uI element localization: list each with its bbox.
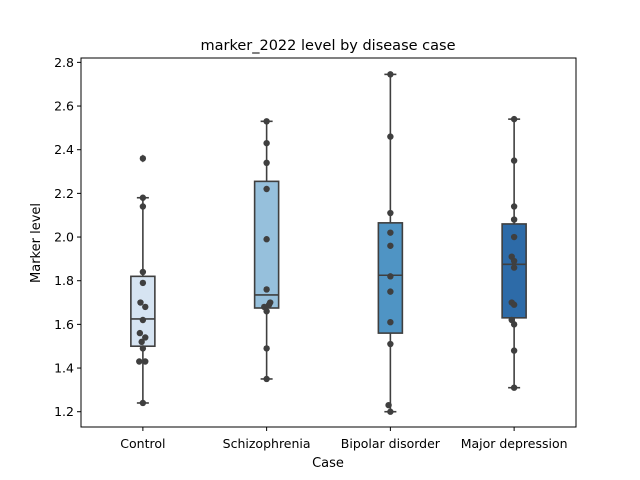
- data-point: [142, 334, 149, 341]
- data-point: [510, 347, 518, 354]
- y-tick-label: 2.2: [54, 186, 74, 201]
- box-iqr: [130, 275, 156, 348]
- data-point: [263, 159, 270, 167]
- data-point: [136, 358, 143, 365]
- data-point: [510, 115, 518, 123]
- data-point: [387, 318, 394, 326]
- x-tick-label: Schizophrenia: [223, 436, 311, 451]
- plot-frame: [80, 57, 577, 428]
- data-point: [136, 329, 144, 337]
- data-point: [387, 408, 394, 415]
- plot-area: [130, 71, 527, 415]
- data-point: [263, 308, 270, 315]
- y-tick-label: 1.6: [54, 317, 74, 332]
- data-point: [139, 203, 147, 210]
- axes: 1.2 1.4 1.6 1.8 2.0 2.2 2.4 2.6 2.8 Control Schizo…: [54, 55, 567, 451]
- data-point: [387, 273, 394, 280]
- data-point: [385, 401, 392, 409]
- data-point: [510, 321, 518, 328]
- x-tick-label: Bipolar disorder: [341, 436, 441, 451]
- data-point: [139, 268, 147, 276]
- data-point: [510, 203, 518, 210]
- data-point: [139, 399, 147, 407]
- x-tick-label: Control: [120, 436, 165, 451]
- data-point: [263, 118, 270, 125]
- x-tick-label: Major depression: [461, 436, 568, 451]
- data-point: [142, 303, 149, 311]
- y-tick-label: 2.4: [54, 142, 74, 157]
- data-point: [265, 301, 273, 308]
- data-point: [142, 358, 149, 365]
- data-point: [510, 157, 518, 164]
- data-point: [510, 301, 518, 308]
- data-point: [510, 384, 518, 391]
- data-point: [387, 288, 394, 295]
- data-point: [510, 264, 518, 271]
- y-tick-label: 2.0: [54, 230, 74, 245]
- data-point: [263, 236, 270, 243]
- data-point: [510, 233, 518, 241]
- y-axis-label: Marker level: [29, 203, 44, 283]
- data-point: [387, 133, 394, 140]
- y-tick-label: 1.4: [54, 361, 74, 376]
- y-tick-label: 2.6: [54, 99, 74, 114]
- y-tick-label: 1.2: [54, 404, 74, 419]
- data-point: [387, 229, 394, 236]
- data-point: [137, 299, 144, 306]
- data-point: [263, 185, 270, 193]
- data-point: [139, 345, 147, 352]
- data-point: [139, 194, 147, 201]
- data-point: [263, 375, 270, 383]
- data-point: [139, 155, 147, 162]
- data-point: [387, 209, 394, 217]
- chart-title: marker_2022 level by disease case: [201, 38, 456, 54]
- data-point: [387, 71, 394, 78]
- data-point: [263, 139, 270, 147]
- data-point: [138, 338, 145, 346]
- data-point: [139, 279, 147, 287]
- x-axis-label: Case: [312, 456, 344, 471]
- data-point: [387, 242, 394, 249]
- y-tick-label: 2.8: [54, 55, 74, 70]
- data-point: [510, 257, 518, 265]
- data-point: [510, 216, 518, 223]
- y-tick-label: 1.8: [54, 273, 74, 288]
- data-point: [263, 286, 270, 293]
- data-point: [139, 316, 147, 324]
- data-point: [387, 340, 394, 348]
- data-point: [263, 345, 270, 352]
